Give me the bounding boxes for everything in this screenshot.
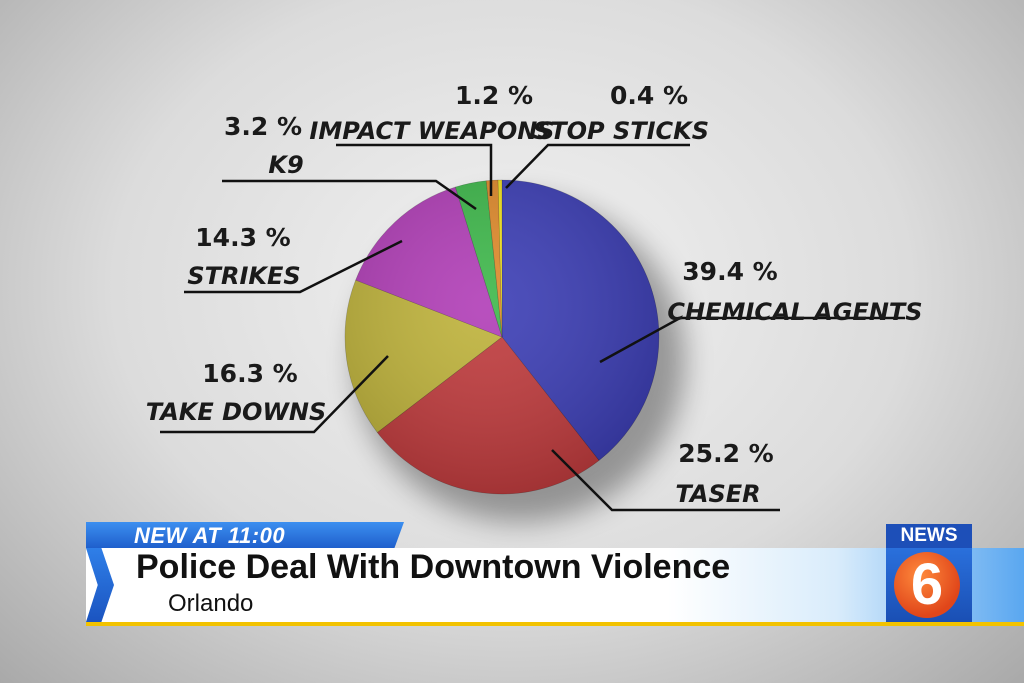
category-label-strikes: STRIKES (187, 262, 300, 290)
leader-line-k9 (222, 179, 477, 211)
pct-label-k9: 3.2 % (224, 112, 302, 141)
leader-line-strikes (184, 239, 403, 294)
category-label-impact-weapons: IMPACT WEAPONS (309, 117, 554, 145)
news6-logo: NEWS 6 (886, 524, 972, 622)
lower-third-stripe (86, 622, 1024, 626)
category-label-stop-sticks: STOP STICKS (533, 117, 709, 145)
lower-third-bar (86, 548, 1024, 624)
category-label-chemical-agents: CHEMICAL AGENTS (667, 298, 922, 326)
logo-news-text: NEWS (886, 524, 972, 548)
pct-label-impact-weapons: 1.2 % (455, 81, 533, 110)
pie-shading (345, 180, 659, 494)
logo-body: 6 (886, 548, 972, 622)
location-label: Orlando (168, 590, 254, 617)
pct-label-take-downs: 16.3 % (202, 359, 297, 388)
leader-line-take-downs (160, 355, 389, 434)
logo-number: 6 (894, 552, 960, 618)
new-at-label: NEW AT 11:00 (134, 523, 286, 548)
pct-label-strikes: 14.3 % (195, 223, 290, 252)
category-label-k9: K9 (268, 151, 303, 179)
leader-line-chemical-agents (599, 316, 905, 364)
leader-line-impact-weapons (336, 143, 493, 196)
pct-label-chemical-agents: 39.4 % (682, 257, 777, 286)
pct-label-taser: 25.2 % (678, 439, 773, 468)
headline: Police Deal With Downtown Violence (136, 548, 731, 586)
leader-line-taser (551, 449, 780, 512)
pct-label-stop-sticks: 0.4 % (610, 81, 688, 110)
category-label-taser: TASER (675, 480, 760, 508)
new-at-tag: NEW AT 11:00 (86, 522, 404, 548)
leader-line-stop-sticks (505, 143, 690, 189)
category-label-take-downs: TAKE DOWNS (146, 398, 327, 426)
